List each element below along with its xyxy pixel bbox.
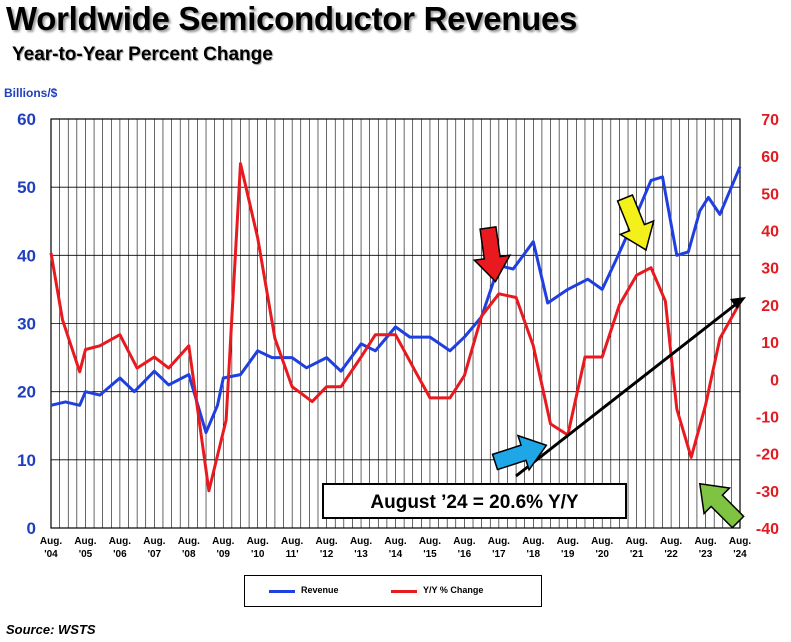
legend-revenue-label: Revenue — [301, 585, 339, 595]
x-axis-tick-label: Aug. — [212, 536, 234, 547]
x-axis-tick-label: Aug. — [729, 536, 751, 547]
x-axis-tick-year: '24 — [733, 549, 747, 560]
left-axis-tick-label: 0 — [27, 519, 36, 538]
x-axis-tick-label: Aug. — [315, 536, 337, 547]
x-axis-tick-label: Aug. — [247, 536, 269, 547]
right-axis-tick-label: 0 — [770, 372, 779, 389]
right-axis-tick-label: 20 — [761, 298, 779, 315]
x-axis-tick-year: '23 — [699, 549, 713, 560]
x-axis-tick-label: Aug. — [419, 536, 441, 547]
right-axis-tick-label: 70 — [761, 112, 779, 129]
x-axis-ticks: Aug. '04 Aug. '05 Aug. '06 Aug. '07 Aug. '08 Aug. '… — [40, 536, 751, 560]
x-axis-tick-year: '06 — [113, 549, 127, 560]
chart-legend: Revenue Y/Y % Change — [244, 575, 542, 607]
right-axis-tick-label: -40 — [756, 521, 779, 538]
chart-title: Worldwide Semiconductor Revenues — [6, 0, 578, 37]
x-axis-tick-year: '09 — [216, 549, 230, 560]
right-axis-tick-label: 50 — [761, 186, 779, 203]
x-axis-tick-year: '21 — [630, 549, 644, 560]
x-axis-tick-year: '16 — [458, 549, 472, 560]
right-axis-tick-label: 60 — [761, 149, 779, 166]
x-axis-tick-label: Aug. — [626, 536, 648, 547]
x-axis-tick-label: Aug. — [109, 536, 131, 547]
revenue-series-line — [50, 166, 742, 435]
x-axis-tick-year: '17 — [492, 549, 506, 560]
yoy-callout-box: August ’24 = 20.6% Y/Y — [322, 483, 627, 519]
right-axis-tick-label: 30 — [761, 261, 779, 278]
legend-revenue-swatch — [269, 590, 295, 593]
right-axis-tick-label: -20 — [756, 447, 779, 464]
x-axis-tick-year: '07 — [148, 549, 162, 560]
left-axis-unit-label: Billions/$ — [4, 86, 58, 100]
x-axis-tick-label: Aug. — [74, 536, 96, 547]
x-axis-tick-year: '12 — [320, 549, 334, 560]
x-axis-tick-label: Aug. — [488, 536, 510, 547]
x-axis-tick-year: '10 — [251, 549, 265, 560]
trend-line — [515, 299, 741, 478]
legend-yoy-label: Y/Y % Change — [423, 585, 484, 595]
x-axis-tick-year: '19 — [561, 549, 575, 560]
right-axis-tick-label: -30 — [756, 484, 779, 501]
left-axis-tick-label: 30 — [17, 315, 36, 334]
x-axis-tick-label: Aug. — [281, 536, 303, 547]
x-axis-tick-year: '20 — [595, 549, 609, 560]
green-arrow-icon — [698, 482, 745, 529]
legend-yoy-swatch — [391, 590, 417, 593]
trend-arrowhead — [730, 297, 746, 309]
blue-arrow-icon — [491, 434, 548, 472]
series — [49, 162, 742, 493]
x-axis-tick-label: Aug. — [178, 536, 200, 547]
x-axis-tick-year: '13 — [354, 549, 368, 560]
x-axis-tick-year: '15 — [423, 549, 437, 560]
x-axis-tick-year: '08 — [182, 549, 196, 560]
chart-subtitle: Year-to-Year Percent Change — [12, 44, 273, 65]
x-axis-tick-label: Aug. — [694, 536, 716, 547]
yellow-arrow-icon — [616, 194, 655, 252]
x-axis-tick-label: Aug. — [522, 536, 544, 547]
yoy-series-line — [49, 162, 742, 493]
left-axis-tick-label: 20 — [17, 383, 36, 402]
left-axis-ticks: 0 10 20 30 40 50 60 — [17, 110, 36, 538]
x-axis-tick-year: '18 — [527, 549, 541, 560]
x-axis-tick-label: Aug. — [350, 536, 372, 547]
left-axis-tick-label: 60 — [17, 110, 36, 129]
left-axis-tick-label: 10 — [17, 451, 36, 470]
right-axis-tick-label: 10 — [761, 335, 779, 352]
x-axis-tick-year: '05 — [79, 549, 93, 560]
x-axis-tick-year: '14 — [389, 549, 403, 560]
grid — [50, 118, 741, 529]
x-axis-tick-year: '04 — [44, 549, 58, 560]
x-axis-tick-label: Aug. — [660, 536, 682, 547]
source-note: Source: WSTS — [6, 622, 96, 637]
right-axis-tick-label: 40 — [761, 224, 779, 241]
x-axis-tick-year: '22 — [664, 549, 678, 560]
x-axis-tick-label: Aug. — [384, 536, 406, 547]
x-axis-tick-label: Aug. — [557, 536, 579, 547]
x-axis-tick-label: Aug. — [143, 536, 165, 547]
annotations — [472, 194, 746, 529]
right-axis-ticks: -40 -30 -20 -10 0 10 20 30 40 50 60 70 — [756, 112, 779, 538]
x-axis-tick-label: Aug. — [40, 536, 62, 547]
x-axis-tick-label: Aug. — [591, 536, 613, 547]
left-axis-tick-label: 40 — [17, 246, 36, 265]
red-arrow-icon — [472, 226, 512, 283]
right-axis-tick-label: -10 — [756, 409, 779, 426]
x-axis-tick-year: 11' — [286, 549, 299, 560]
x-axis-tick-label: Aug. — [453, 536, 475, 547]
left-axis-tick-label: 50 — [17, 178, 36, 197]
